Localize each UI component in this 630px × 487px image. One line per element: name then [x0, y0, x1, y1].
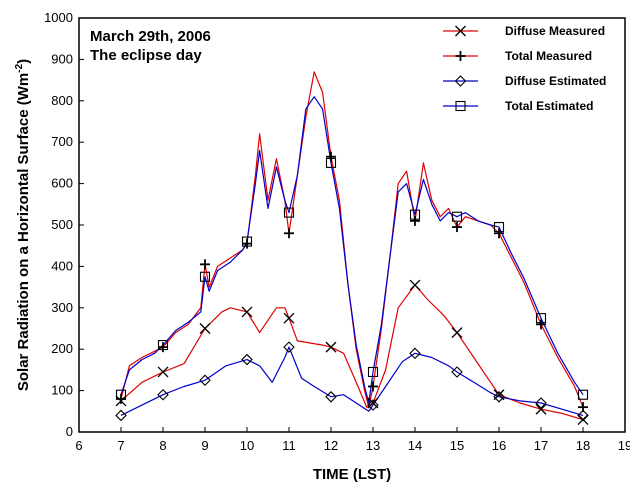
- annotation-date: March 29th, 2006: [90, 28, 211, 45]
- data-point-total-measured: [494, 228, 504, 239]
- x-tick-label: 19: [618, 438, 630, 453]
- y-tick-label: 800: [51, 93, 73, 108]
- legend-item-diffuse-measured: Diffuse Measured: [443, 24, 605, 38]
- x-axis-title: TIME (LST): [313, 466, 391, 483]
- data-point-diffuse-estimated: [241, 353, 253, 366]
- data-point-diffuse-estimated: [409, 347, 421, 360]
- data-point-diffuse-measured: [157, 366, 169, 378]
- data-point-total-estimated: [283, 207, 295, 218]
- series-line-diffuse-estimated: [120, 346, 584, 416]
- legend-item-total-measured: Total Measured: [443, 49, 592, 63]
- data-point-total-estimated: [157, 340, 169, 351]
- annotation-eclipse: The eclipse day: [90, 47, 202, 64]
- data-point-total-measured: [242, 238, 252, 249]
- data-point-total-estimated: [409, 209, 421, 220]
- y-tick-label: 300: [51, 300, 73, 315]
- data-point-total-estimated: [325, 157, 337, 168]
- data-point-diffuse-estimated: [577, 409, 589, 422]
- x-tick-label: 16: [492, 438, 506, 453]
- data-point-total-measured: [200, 259, 210, 270]
- data-point-diffuse-measured: [283, 312, 295, 324]
- data-point-diffuse-measured: [535, 403, 547, 415]
- data-point-diffuse-measured: [577, 414, 589, 426]
- data-point-total-measured: [368, 381, 378, 392]
- data-point-total-estimated: [493, 222, 505, 233]
- x-tick-label: 12: [324, 438, 338, 453]
- data-point-diffuse-estimated: [493, 391, 505, 403]
- y-tick-label: 1000: [44, 10, 73, 25]
- data-point-total-estimated: [115, 389, 127, 400]
- x-tick-label: 13: [366, 438, 380, 453]
- y-axis-title-main: Solar Radiation on a Horizontal Surface …: [15, 73, 32, 391]
- x-tick-label: 17: [534, 438, 548, 453]
- y-tick-label: 500: [51, 217, 73, 232]
- data-point-diffuse-measured: [199, 323, 211, 334]
- data-point-total-measured: [326, 151, 336, 162]
- y-tick-label: 600: [51, 176, 73, 191]
- data-point-total-measured: [410, 215, 420, 226]
- x-tick-label: 11: [282, 438, 296, 453]
- x-tick-label: 15: [450, 438, 464, 453]
- y-tick-label: 400: [51, 258, 73, 273]
- legend-marker: [454, 75, 467, 87]
- data-point-total-estimated: [577, 389, 589, 400]
- legend-label: Diffuse Estimated: [505, 74, 606, 88]
- y-axis-title-sup: -2: [14, 63, 25, 72]
- y-tick-label: 900: [51, 51, 73, 66]
- data-point-diffuse-measured: [325, 341, 337, 353]
- legend-marker: [455, 51, 466, 61]
- data-point-diffuse-estimated: [115, 409, 127, 422]
- legend-label: Total Estimated: [505, 99, 593, 113]
- data-point-diffuse-estimated: [535, 397, 547, 409]
- legend-marker: [455, 100, 466, 112]
- legend-item-diffuse-estimated: Diffuse Estimated: [443, 74, 606, 88]
- x-tick-label: 7: [117, 438, 124, 453]
- series-markers: [115, 151, 589, 426]
- data-point-diffuse-estimated: [325, 391, 337, 403]
- data-point-diffuse-measured: [409, 279, 421, 291]
- data-point-diffuse-estimated: [451, 366, 463, 378]
- x-tick-label: 6: [75, 438, 82, 453]
- data-point-total-estimated: [535, 313, 547, 324]
- x-tick-label: 9: [201, 438, 208, 453]
- y-axis-ticks: 0 100 200 300 400 500 600 700 800 900 1000: [44, 10, 84, 439]
- data-point-total-measured: [452, 222, 462, 233]
- data-point-total-measured: [284, 228, 294, 239]
- x-tick-label: 8: [159, 438, 166, 453]
- y-tick-label: 100: [51, 383, 73, 398]
- data-point-diffuse-estimated: [283, 341, 295, 353]
- data-point-total-measured: [158, 342, 168, 353]
- y-tick-label: 200: [51, 341, 73, 356]
- legend-label: Total Measured: [505, 49, 592, 63]
- data-point-total-measured: [536, 319, 546, 330]
- legend-marker: [455, 25, 466, 37]
- data-point-total-estimated: [199, 271, 211, 282]
- x-tick-label: 18: [576, 438, 590, 453]
- data-point-total-estimated: [451, 211, 463, 222]
- x-tick-label: 14: [408, 438, 422, 453]
- y-axis-title: Solar Radiation on a Horizontal Surface …: [14, 59, 32, 391]
- legend-item-total-estimated: Total Estimated: [443, 99, 593, 113]
- data-point-diffuse-measured: [241, 306, 253, 318]
- data-point-total-estimated: [367, 366, 379, 378]
- x-axis-ticks: 6 7 8 9 10 11 12 13 14 15 16 17 18 19: [75, 427, 630, 453]
- data-point-total-estimated: [241, 236, 253, 247]
- data-point-diffuse-estimated: [367, 399, 379, 411]
- plot-area: [78, 17, 626, 433]
- legend-label: Diffuse Measured: [505, 24, 605, 38]
- data-point-diffuse-measured: [451, 327, 463, 339]
- y-tick-label: 0: [66, 424, 73, 439]
- y-tick-label: 700: [51, 134, 73, 149]
- y-axis-title-close: ): [15, 59, 32, 64]
- data-point-diffuse-estimated: [157, 388, 169, 401]
- series-line-diffuse-measured: [120, 284, 584, 421]
- legend: Diffuse Measured Total Measured Diffuse Es…: [443, 24, 606, 113]
- x-tick-label: 10: [240, 438, 254, 453]
- data-point-diffuse-estimated: [199, 374, 211, 387]
